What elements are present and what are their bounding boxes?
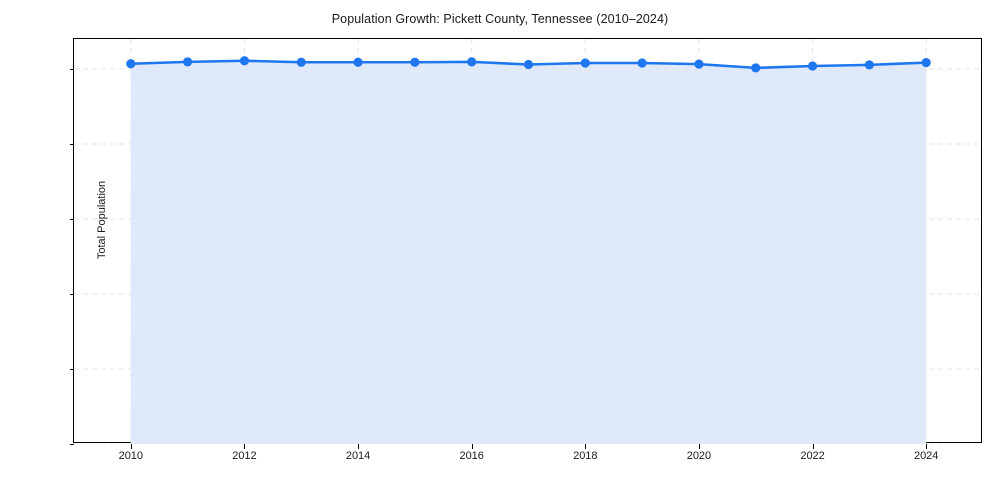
data-point-2020 xyxy=(694,59,704,69)
y-tick-mark-2 xyxy=(69,294,74,295)
y-tick-mark-4 xyxy=(69,144,74,145)
data-point-2023 xyxy=(864,60,874,70)
y-tick-mark-0 xyxy=(69,444,74,445)
data-point-2010 xyxy=(126,59,136,69)
x-tick-mark-2 xyxy=(358,444,360,449)
data-point-2017 xyxy=(523,59,534,70)
data-point-2012 xyxy=(239,56,250,66)
x-tick-label-5: 2020 xyxy=(686,450,712,462)
data-markers xyxy=(126,56,931,73)
data-point-2019 xyxy=(637,58,647,68)
x-tick-mark-7 xyxy=(926,444,928,449)
x-tick-label-4: 2018 xyxy=(573,450,598,462)
x-tick-label-1: 2012 xyxy=(232,450,257,462)
x-tick-label-7: 2024 xyxy=(913,450,939,462)
x-tick-mark-4 xyxy=(585,444,587,449)
data-point-2011 xyxy=(183,57,193,67)
data-point-2021 xyxy=(751,63,761,73)
data-point-2014 xyxy=(353,57,363,67)
x-tick-label-0: 2010 xyxy=(118,450,144,462)
y-tick-mark-1 xyxy=(69,369,74,370)
data-point-2013 xyxy=(296,57,306,67)
area-fill xyxy=(130,60,927,444)
x-tick-label-2: 2014 xyxy=(345,450,371,462)
data-point-2015 xyxy=(410,57,420,67)
x-tick-mark-6 xyxy=(812,444,814,449)
data-point-2022 xyxy=(807,61,818,71)
plot-area: Total Population 01,0002,0003,0004,0005,… xyxy=(69,38,983,462)
data-point-2018 xyxy=(580,58,590,68)
x-tick-mark-3 xyxy=(471,444,473,449)
y-tick-mark-3 xyxy=(69,219,74,220)
x-tick-mark-0 xyxy=(130,444,132,449)
x-tick-mark-5 xyxy=(698,444,700,449)
x-tick-label-3: 2016 xyxy=(459,450,484,462)
x-tick-mark-1 xyxy=(244,444,246,449)
y-tick-mark-5 xyxy=(69,69,74,70)
data-point-2024 xyxy=(921,58,931,68)
chart-title: Population Growth: Pickett County, Tenne… xyxy=(331,12,669,26)
x-tick-label-6: 2022 xyxy=(800,450,825,462)
data-point-2016 xyxy=(467,57,477,67)
plot-svg xyxy=(74,39,983,444)
